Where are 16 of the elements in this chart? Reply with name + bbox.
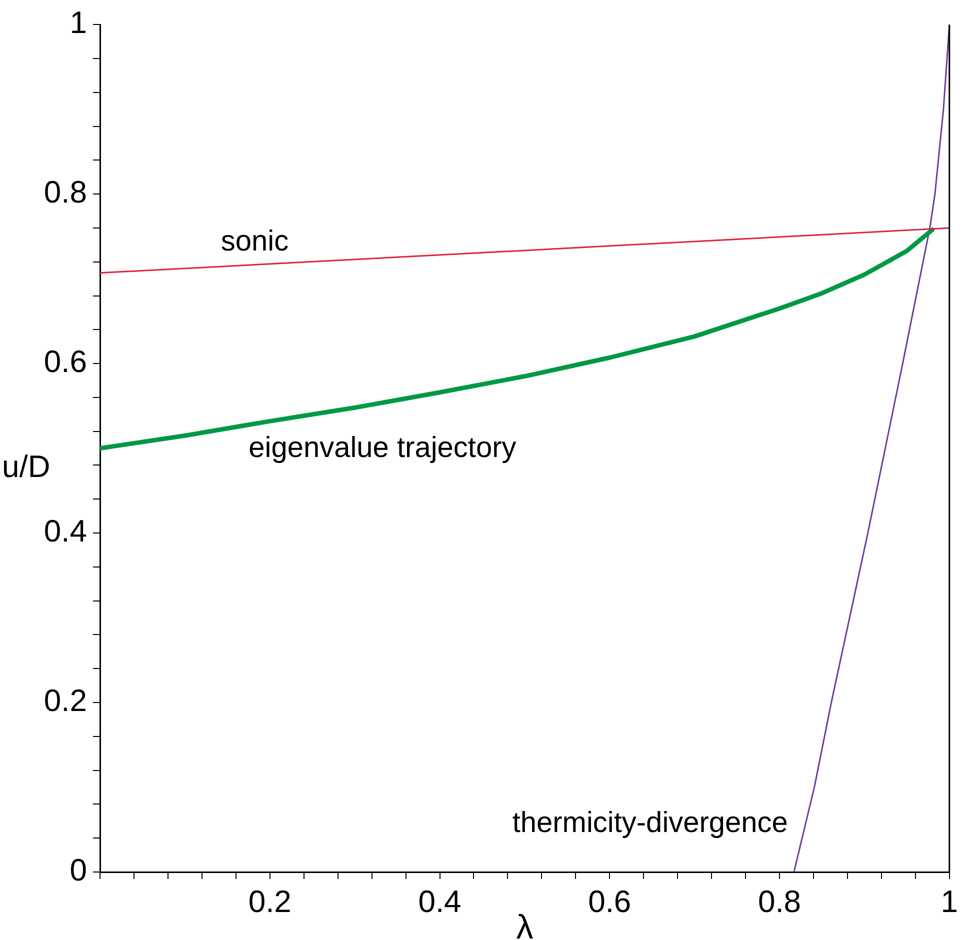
y-tick-label: 1	[70, 5, 87, 40]
x-tick-label: 0.2	[248, 884, 292, 920]
y-axis-title: u/D	[2, 448, 50, 484]
x-axis-title: λ	[516, 908, 534, 940]
series-label: thermicity-divergence	[512, 807, 788, 839]
y-tick-label: 0.6	[44, 344, 87, 380]
x-tick-label: 0.4	[418, 884, 462, 920]
y-tick-label: 0	[70, 852, 87, 888]
y-tick-label: 0.4	[44, 514, 87, 549]
x-tick-label: 0.8	[758, 884, 802, 920]
x-tick-label: 1	[940, 884, 958, 920]
y-tick-label: 0.2	[44, 683, 87, 718]
x-tick-label: 0.6	[588, 884, 632, 920]
series-label: eigenvalue trajectory	[248, 432, 517, 464]
y-tick-label: 0.8	[44, 174, 87, 210]
series-label: sonic	[220, 226, 289, 258]
